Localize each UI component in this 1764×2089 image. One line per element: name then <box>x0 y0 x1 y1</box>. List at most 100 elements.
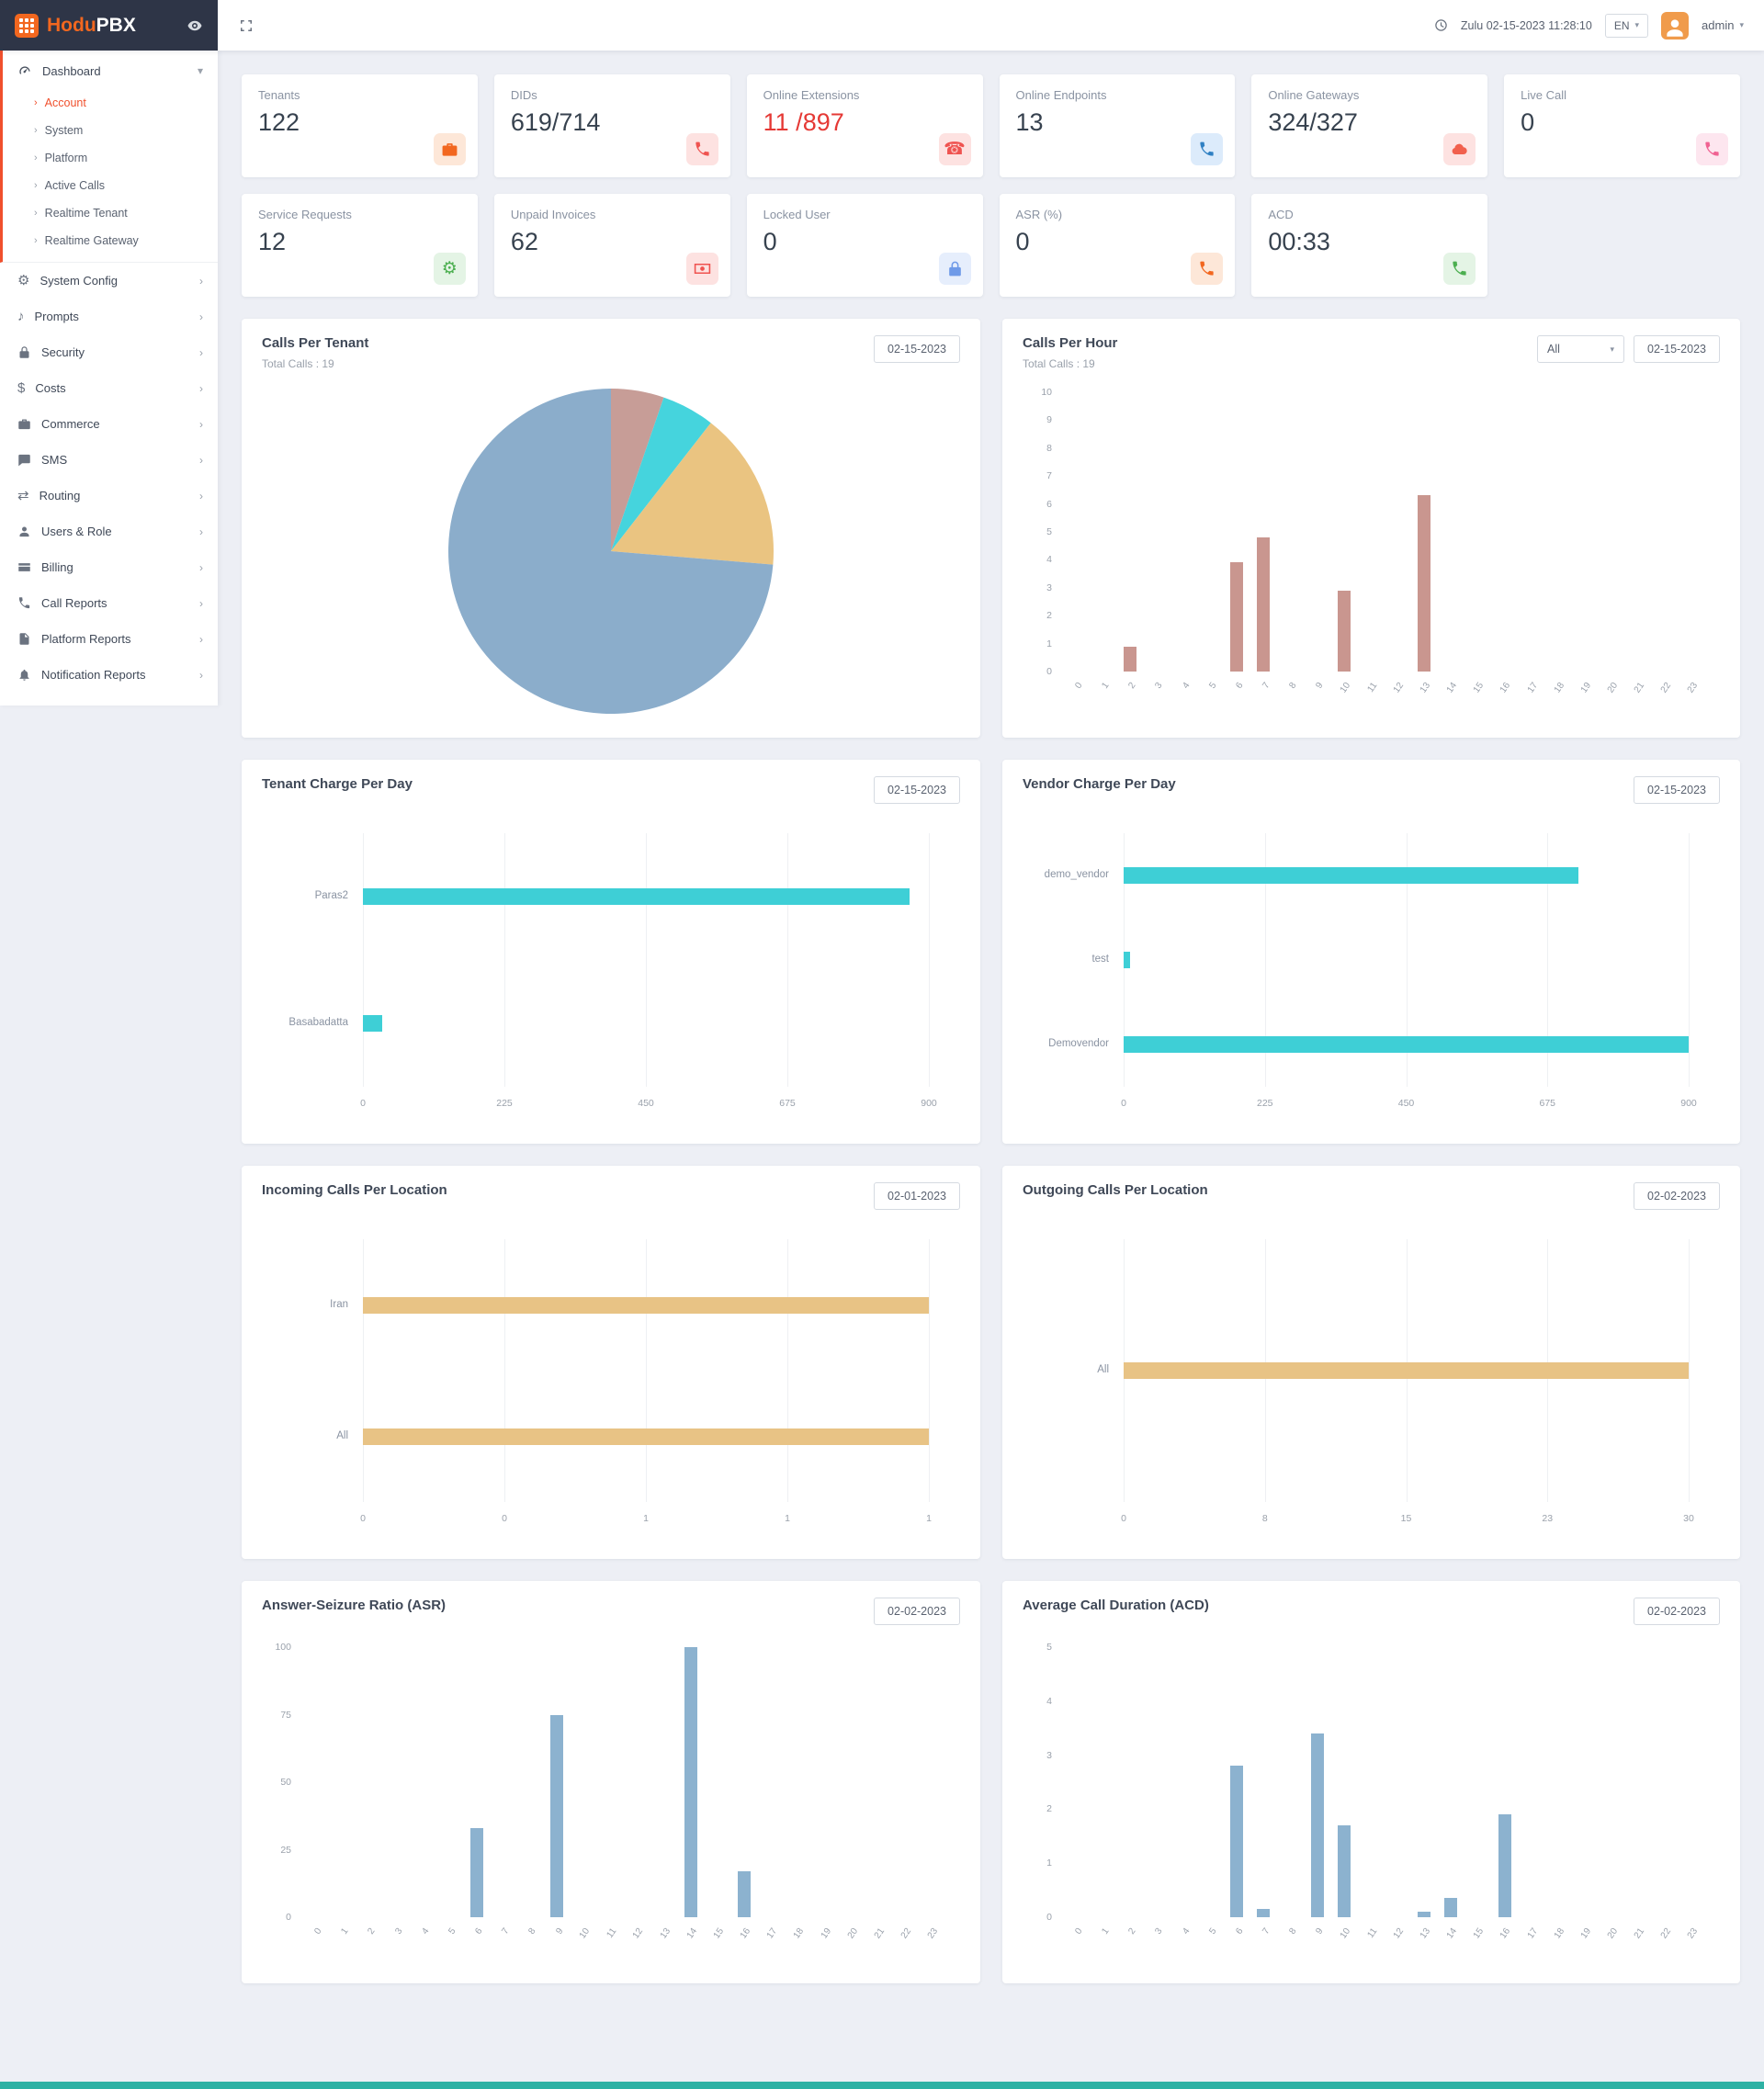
sidebar-item-dashboard[interactable]: Dashboard ▾ <box>3 52 218 89</box>
x-axis-tick: 450 <box>638 1098 654 1109</box>
pie-slice-1 <box>611 397 711 551</box>
user-menu[interactable]: admin ▾ <box>1702 18 1744 32</box>
x-axis-tick: 1 <box>643 1513 649 1524</box>
sidebar-item-routing[interactable]: ⇄ Routing › <box>0 478 218 514</box>
date-filter[interactable]: 02-02-2023 <box>1634 1598 1720 1625</box>
cash-icon <box>694 263 710 275</box>
sidebar-item-commerce[interactable]: Commerce › <box>0 406 218 442</box>
stat-label: Online Gateways <box>1268 88 1360 102</box>
sidebar-item-security[interactable]: Security › <box>0 334 218 370</box>
stat-value: 619/714 <box>510 108 601 136</box>
date-filter[interactable]: 02-02-2023 <box>1634 1182 1720 1210</box>
chevron-right-icon: › <box>199 489 203 502</box>
stat-label: ACD <box>1268 208 1294 221</box>
chevron-right-icon: › <box>199 381 203 395</box>
y-axis-tick: 1 <box>1046 638 1052 649</box>
pie-slice-2 <box>611 423 774 565</box>
date-filter[interactable]: 02-15-2023 <box>1634 776 1720 804</box>
stat-card-dids: DIDs 619/714 <box>493 74 730 177</box>
chart-title: Calls Per Hour <box>1023 335 1118 351</box>
date-filter[interactable]: 02-15-2023 <box>1634 335 1720 363</box>
sidebar-item-label: Billing <box>41 560 74 574</box>
chart-header: Calls Per Hour Total Calls : 19 All ▾ 02-15-… <box>1023 335 1720 370</box>
x-axis-tick: 30 <box>1683 1513 1694 1524</box>
card-icon <box>18 563 30 571</box>
cloud-icon <box>1452 143 1467 155</box>
sidebar-subitem-label: Realtime Tenant <box>44 207 128 220</box>
sidebar-item-platform[interactable]: › Platform <box>3 144 218 172</box>
sidebar-item-account[interactable]: › Account <box>3 89 218 117</box>
gridline <box>929 833 930 1087</box>
stat-card-locked-user: Locked User 0 <box>746 194 983 297</box>
bar-hour-6 <box>1230 562 1244 672</box>
chevron-right-icon: › <box>199 560 203 574</box>
sidebar-item-active-calls[interactable]: › Active Calls <box>3 172 218 199</box>
bar-hour-2 <box>1123 646 1136 672</box>
sidebar-toggle-eye-icon[interactable] <box>187 17 203 34</box>
date-filter[interactable]: 02-01-2023 <box>874 1182 960 1210</box>
stat-value: 0 <box>1521 108 1535 136</box>
sidebar-subitem-label: Account <box>44 96 86 109</box>
sidebar-item-label: Costs <box>35 381 66 395</box>
chevron-down-icon: ▾ <box>1610 344 1615 354</box>
app-title-part1: Hodu <box>47 14 96 36</box>
y-axis-tick: 3 <box>1046 582 1052 593</box>
stat-value: 13 <box>1015 108 1044 136</box>
category-label: Basabadatta <box>288 1017 348 1028</box>
sidebar-item-notification-reports[interactable]: Notification Reports › <box>0 657 218 693</box>
gridline <box>363 1239 364 1502</box>
sidebar-item-sms[interactable]: SMS › <box>0 442 218 478</box>
chart-controls: 02-02-2023 <box>874 1598 960 1625</box>
chart-area-vbar: 0 1 2 3 4 5 6 7 8 9 10 0 1 2 3 4 5 6 7 8 9 10 11 12 13 14 15 16 17 18… <box>1023 381 1720 721</box>
stat-label: Live Call <box>1521 88 1567 102</box>
date-filter[interactable]: 02-15-2023 <box>874 335 960 363</box>
gridline <box>504 1239 505 1502</box>
sidebar-item-realtime-tenant[interactable]: › Realtime Tenant <box>3 199 218 227</box>
chart-header-left: Vendor Charge Per Day <box>1023 776 1176 792</box>
sidebar-item-realtime-gateway[interactable]: › Realtime Gateway <box>3 227 218 254</box>
chart-area-hbar: 0 8 15 23 30 All <box>1023 1221 1720 1542</box>
gridline <box>1264 833 1266 1087</box>
date-filter[interactable]: 02-02-2023 <box>874 1598 960 1625</box>
y-axis-tick: 4 <box>1046 554 1052 566</box>
x-axis-tick: 1 <box>926 1513 932 1524</box>
chevron-right-icon: › <box>199 525 203 538</box>
chart-controls: 02-01-2023 <box>874 1182 960 1210</box>
avatar[interactable] <box>1661 11 1690 40</box>
sidebar-item-costs[interactable]: $ Costs › <box>0 370 218 406</box>
hour-filter-select[interactable]: All ▾ <box>1537 335 1625 363</box>
chart-title: Tenant Charge Per Day <box>262 776 413 792</box>
chart-card-tenant-charge-per-day: Tenant Charge Per Day 02-15-2023 0 225 450 67… <box>242 760 980 1144</box>
chevron-right-icon: › <box>34 97 38 108</box>
stat-card-live-call: Live Call 0 <box>1504 74 1740 177</box>
chevron-right-icon: › <box>199 417 203 431</box>
sidebar-item-billing[interactable]: Billing › <box>0 549 218 585</box>
lock-icon <box>19 346 29 358</box>
sidebar-item-users-role[interactable]: Users & Role › <box>0 514 218 549</box>
language-select[interactable]: EN ▾ <box>1604 13 1649 38</box>
x-axis-tick: 0 <box>502 1513 507 1524</box>
bar-paras2 <box>363 888 910 905</box>
stat-value: 62 <box>510 228 538 255</box>
date-filter[interactable]: 02-15-2023 <box>874 776 960 804</box>
sidebar-item-system[interactable]: › System <box>3 117 218 144</box>
x-axis-tick: 450 <box>1397 1098 1415 1109</box>
stat-icon-box <box>685 253 718 285</box>
gridline <box>363 833 364 1087</box>
chevron-right-icon: › <box>34 208 38 219</box>
chart-card-calls-per-hour: Calls Per Hour Total Calls : 19 All ▾ 02-15-… <box>1002 319 1740 738</box>
chevron-right-icon: › <box>199 345 203 359</box>
sidebar-item-prompts[interactable]: ♪ Prompts › <box>0 299 218 334</box>
sidebar-item-platform-reports[interactable]: Platform Reports › <box>0 621 218 657</box>
fullscreen-icon[interactable] <box>238 17 254 34</box>
sidebar-item-call-reports[interactable]: Call Reports › <box>0 585 218 621</box>
bar-hour-7 <box>1257 537 1271 672</box>
user-icon <box>19 526 29 537</box>
chart-header: Vendor Charge Per Day 02-15-2023 <box>1023 776 1720 804</box>
chart-header-left: Calls Per Hour Total Calls : 19 <box>1023 335 1117 370</box>
sidebar-nav: Dashboard ▾ › Account › System › Platform › Activ… <box>0 51 218 706</box>
pie-chart <box>448 389 774 714</box>
sidebar-subitem-label: Active Calls <box>44 179 105 192</box>
stat-card-acd: ACD 00:33 <box>1251 194 1488 297</box>
sidebar-item-system-config[interactable]: ⚙ System Config › <box>0 263 218 299</box>
